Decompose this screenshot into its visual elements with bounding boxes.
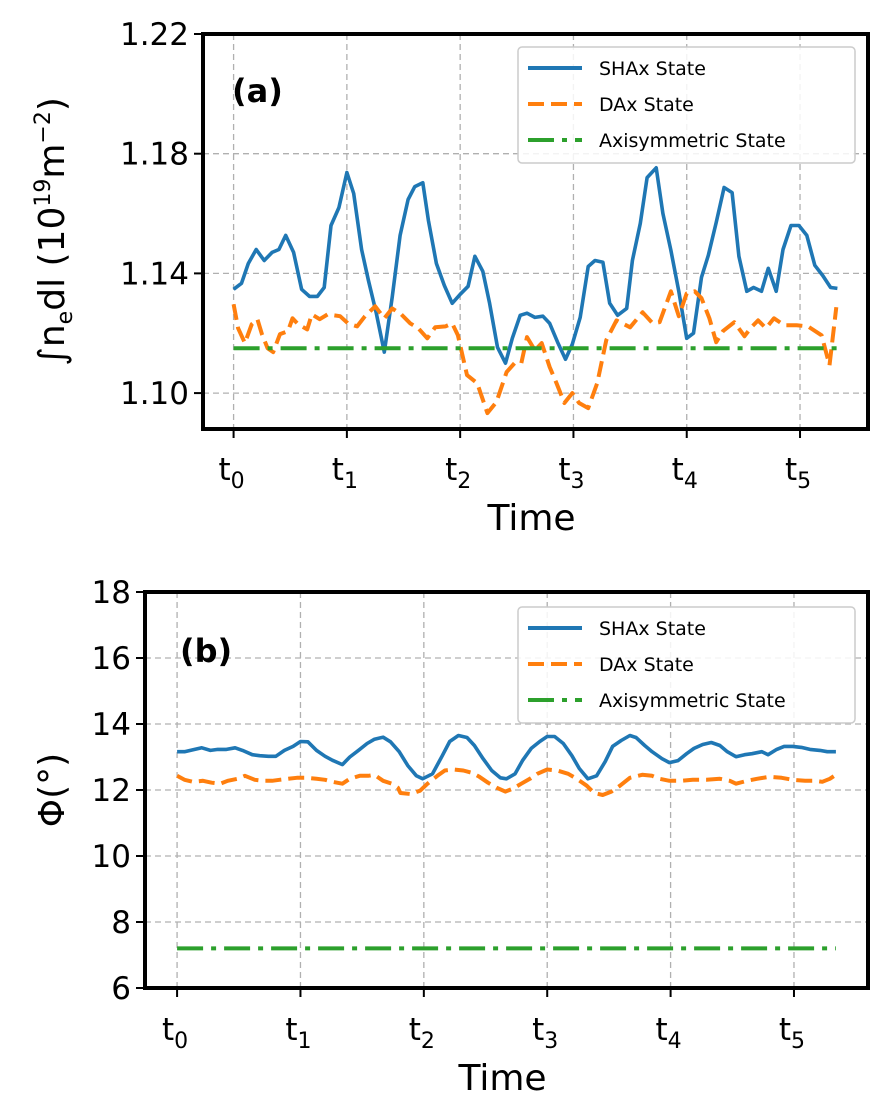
x-tick-label: t1	[285, 1012, 311, 1054]
y-tick-label: 6	[111, 971, 131, 1007]
x-tick-label: t3	[558, 452, 584, 494]
series-line-dax-state	[176, 767, 837, 797]
series-line-shax-state	[232, 166, 838, 366]
legend-label: Axisymmetric State	[599, 690, 786, 712]
y-tick-label: 18	[92, 575, 131, 611]
x-tick-label: t4	[656, 1012, 682, 1054]
x-axis-label: Time	[457, 1058, 546, 1098]
y-tick-label: 1.22	[120, 17, 189, 53]
panel-a: t0 t1 t2 t3 t4 t5 1.10 1.14 1.18 1.22 Time ∫nedl (1…	[31, 17, 870, 539]
legend-box	[517, 46, 856, 164]
y-tick-label: 8	[111, 905, 131, 941]
y-axis-label: Φ(°)	[32, 753, 73, 827]
x-tick-label: t2	[409, 1012, 435, 1054]
legend-label: DAx State	[599, 654, 694, 676]
y-tick-label: 12	[92, 773, 131, 809]
x-tick-label: t5	[785, 452, 811, 494]
x-tick-label: t0	[162, 1012, 188, 1054]
panel-tag: (b)	[180, 632, 232, 670]
x-tick-label: t1	[332, 452, 358, 494]
y-tick-label: 10	[92, 839, 131, 875]
y-tick-label: 1.18	[120, 137, 189, 173]
x-tick-label: t2	[445, 452, 471, 494]
y-tick-label: 16	[92, 641, 131, 677]
y-tick-label: 14	[92, 707, 131, 743]
legend-label: SHAx State	[599, 618, 706, 640]
x-axis-label: Time	[486, 498, 575, 539]
x-tick-label: t0	[219, 452, 245, 494]
x-tick-label: t3	[532, 1012, 558, 1054]
y-axis-label: ∫nedl (1019m−2)	[31, 97, 78, 366]
legend: SHAx State DAx State Axisymmetric State	[517, 46, 856, 164]
axes-frame	[201, 32, 870, 431]
legend-label: Axisymmetric State	[599, 130, 786, 152]
series-line-dax-state	[231, 289, 839, 416]
x-tick-label: t4	[672, 452, 698, 494]
panel-tag: (a)	[232, 72, 283, 110]
series-line-shax-state	[177, 733, 836, 781]
y-tick-label: 1.10	[120, 376, 189, 412]
legend: SHAx State DAx State Axisymmetric State	[517, 606, 856, 724]
legend-box	[517, 606, 856, 724]
y-tick-label: 1.14	[120, 256, 189, 292]
legend-label: SHAx State	[599, 58, 706, 80]
x-tick-label: t5	[779, 1012, 805, 1054]
panel-b: t0 t1 t2 t3 t4 t5 6 8 10 12 14 16 18 Time Φ(°) (b) SHAx …	[32, 575, 870, 1098]
legend-label: DAx State	[599, 94, 694, 116]
